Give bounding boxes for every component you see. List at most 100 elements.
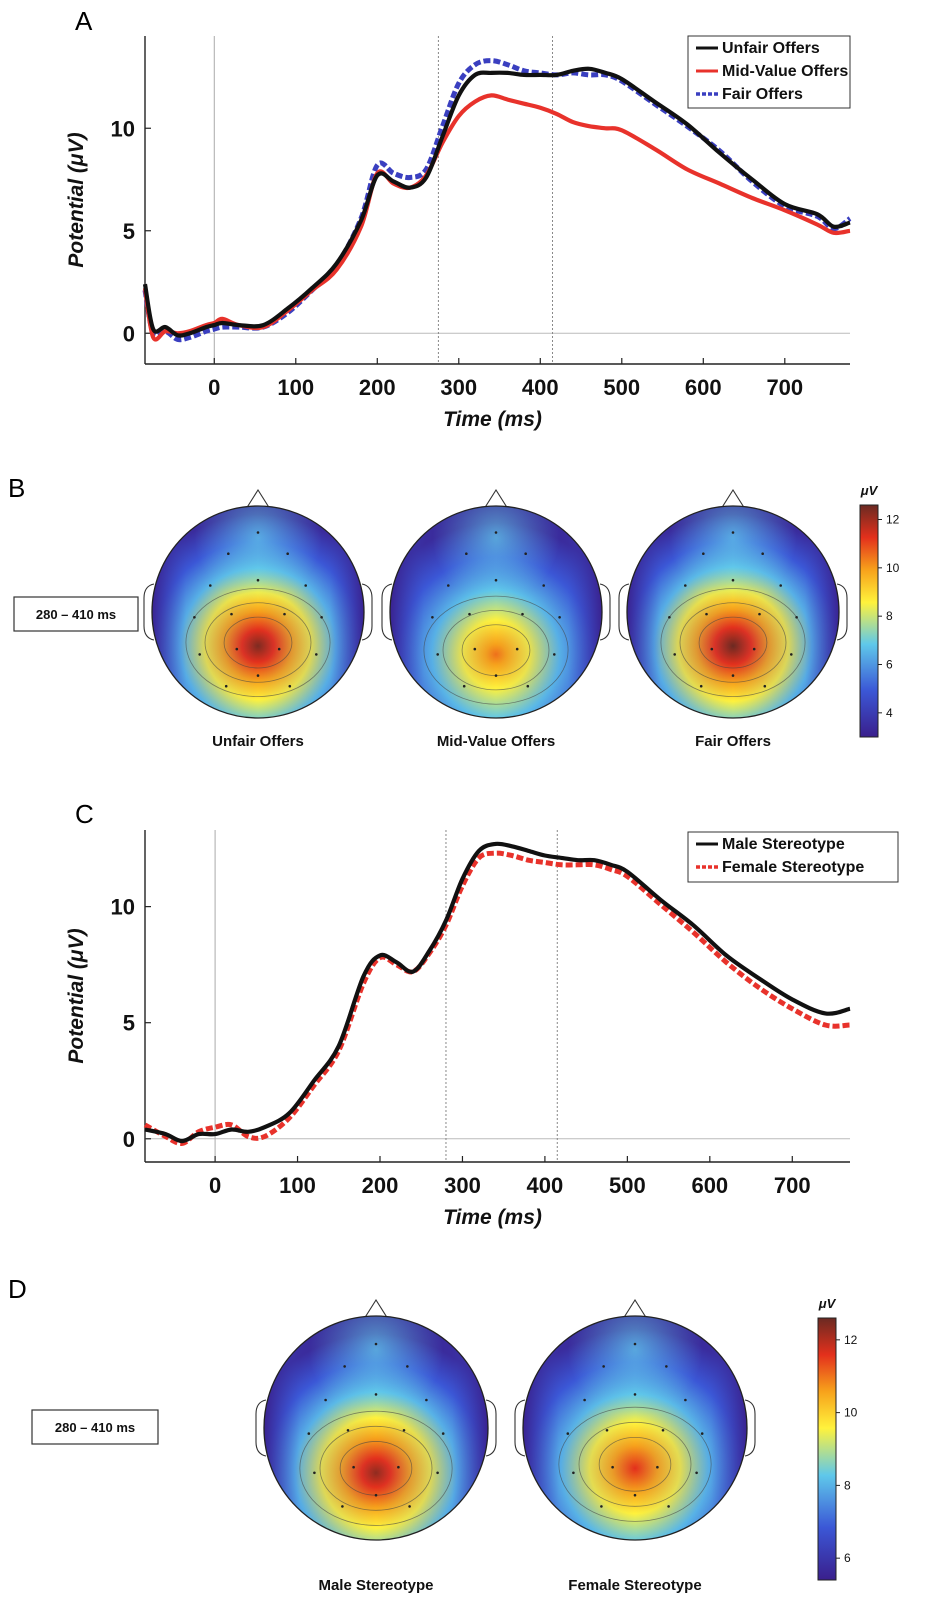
series-line-unfair-offers [142,66,851,338]
electrode-dot [315,653,318,656]
series-line-female-stereotype [143,850,851,1146]
electrode-dot [352,1465,355,1469]
electrode-dot [526,684,530,688]
electrode-dot [572,1471,575,1475]
head-outline [626,505,840,719]
left-ear-outline [514,1399,526,1457]
y-tick-label: 5 [123,1011,135,1036]
nose-outline [245,488,271,510]
x-tick-label: 600 [685,375,722,400]
colorbar-tick-label: 6 [844,1551,851,1565]
contour-line [698,616,768,669]
electrode-dot [702,552,705,555]
topomap-mid-value-offers [381,488,611,719]
left-ear-outline [143,583,155,641]
panel-letter-d: D [8,1274,27,1304]
electrode-dot [473,647,477,651]
y-tick-label: 0 [123,321,135,346]
electrode-dot [684,584,687,587]
electrode-dot [521,612,524,616]
electrode-dot [436,653,440,656]
electrode-dot [566,1432,570,1435]
electrode-dot [193,616,196,619]
electrode-dot [633,1393,637,1396]
x-tick-label: 0 [208,375,220,400]
electrode-dot [402,1428,406,1432]
topomap-panel-stereotype: 280 – 410 ms Male Stereotype Female Stere… [31,1296,858,1594]
contour-line [442,610,550,691]
left-ear-outline [618,583,630,641]
electrode-dot [668,616,671,619]
electrode-dot [397,1465,400,1469]
head-outline [263,1315,489,1541]
electrode-dot [425,1398,428,1402]
electrode-dot [283,612,286,616]
electrode-dot [705,612,708,616]
electrode-dot [494,674,498,677]
colorbar-scale [859,504,879,738]
electrode-dot [731,531,735,534]
time-window-box: 280 – 410 ms [31,1409,159,1445]
legend-label: Female Stereotype [722,859,864,876]
electrode-dot [431,616,434,619]
x-tick-label: 300 [440,375,477,400]
x-tick-label: 700 [774,1173,811,1198]
electrode-dot [307,1432,311,1435]
time-window-label: 280 – 410 ms [36,607,116,622]
electrode-dot [235,647,239,651]
electrode-dot [699,684,703,688]
topomap-caption: Unfair Offers [212,733,304,750]
panel-letter-c: C [75,799,94,829]
axes: 0 100 200 300 400 500 600 700 0 5 10 Time (ms) Poten… [65,36,850,431]
electrode-dot [611,1465,614,1469]
contour-line [558,1406,712,1522]
topomap-female-stereotype [514,1298,756,1541]
nose-outline [483,488,509,510]
head-outline [389,505,603,719]
electrode-dot [553,653,556,656]
electrode-dot [515,647,519,651]
y-tick-label: 10 [111,116,135,141]
contour-line [679,602,787,683]
y-tick-label: 10 [111,895,135,920]
electrode-dot [710,647,714,651]
contour-line [204,602,312,683]
legend: Unfair Offers Mid-Value Offers Fair Offers [687,35,851,109]
series-line-mid-value-offers [142,93,851,342]
left-ear-outline [255,1399,267,1457]
electrode-dot [494,531,498,534]
electrode-dot [661,1428,665,1432]
contour-line [319,1425,433,1511]
topomap-unfair-offers [143,488,373,719]
electrode-dot [230,612,233,616]
contour-line [299,1410,453,1526]
right-ear-outline [836,583,848,641]
electrode-dot [441,1432,445,1435]
nose-outline [720,488,746,510]
legend-box [687,831,899,883]
legend: Male Stereotype Female Stereotype [687,831,899,883]
electrode-dot [633,1493,637,1497]
electrode-dot [320,616,323,619]
electrode-dot [462,684,466,688]
panel-letter-a: A [75,6,93,36]
x-tick-label: 400 [527,1173,564,1198]
x-tick-label: 200 [362,1173,399,1198]
erp-chart-stereotype: 0 100 200 300 400 500 600 700 0 5 10 Time (ms) Poten… [65,830,899,1229]
electrode-dot [684,1398,687,1402]
contour-line [660,588,806,697]
y-axis-label: Potential (μV) [65,928,88,1063]
series-line-male-stereotype [144,841,851,1144]
electrode-dot [374,1493,378,1497]
electrode-dot [667,1505,670,1508]
contour-line [423,595,569,705]
electrode-dot [524,552,527,555]
electrode-dot [695,1471,698,1475]
electrode-dot [542,584,545,587]
electrode-dot [447,584,450,587]
electrode-dot [758,612,761,616]
axes: 0 100 200 300 400 500 600 700 0 5 10 Time (ms) Poten… [65,830,850,1229]
electrode-dot [790,653,793,656]
topomap-male-stereotype [255,1298,497,1541]
